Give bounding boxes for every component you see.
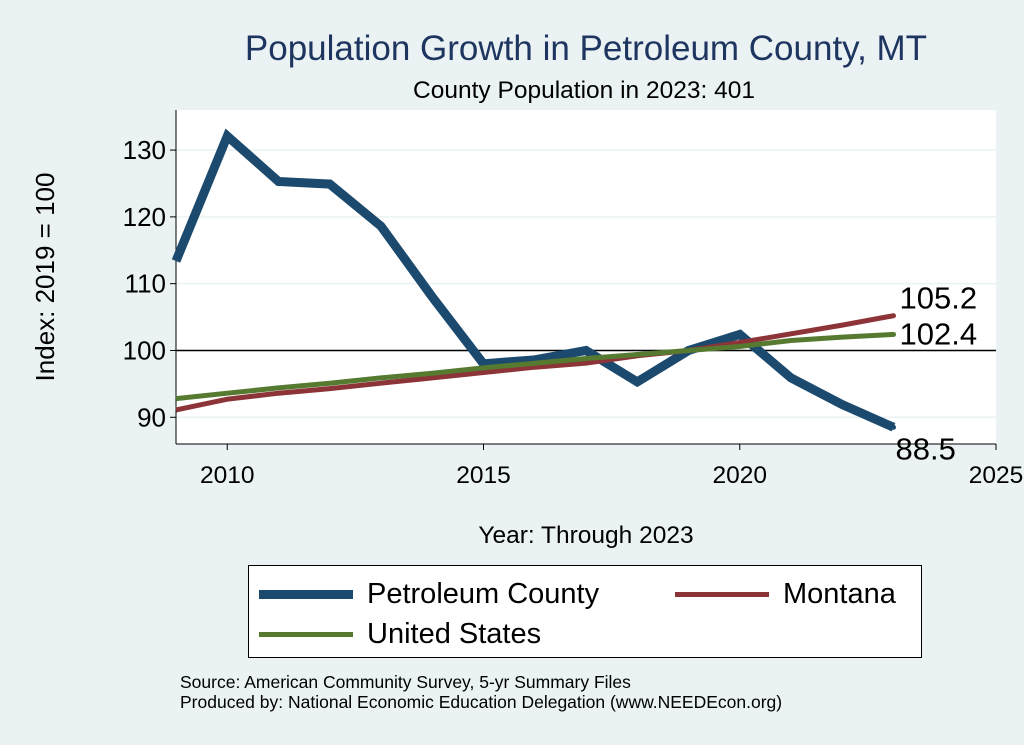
x-tick-label-2010: 2010 [200,462,255,489]
plot-area [176,110,996,444]
legend-label-montana: Montana [783,578,896,610]
y-tick-label-120: 120 [123,202,166,232]
end-label-montana: 105.2 [900,281,978,316]
legend-item-united-states: United States [259,618,541,651]
series-line-montana [175,313,894,413]
series-layer [171,128,896,432]
end-label-petroleum-county: 88.5 [896,431,956,466]
chart-title: Population Growth in Petroleum County, M… [245,29,927,68]
chart-subtitle: County Population in 2023: 401 [413,77,755,104]
y-tick-label-110: 110 [125,269,166,299]
legend-label-united-states: United States [367,618,542,650]
footer: Source: American Community Survey, 5-yr … [180,672,782,712]
end-point-petroleum-county [891,424,896,430]
end-point-united-states [891,331,896,337]
y-tick-label-130: 130 [123,135,166,165]
end-label-united-states: 102.4 [900,316,978,351]
axes: 90 100 110 120 130 2010 2015 2020 2025 [123,110,1024,489]
legend-swatch-montana [675,592,769,597]
end-point-montana [891,313,896,319]
legend: Petroleum County Montana United States [248,565,922,658]
legend-item-petroleum-county: Petroleum County [259,578,599,611]
legend-item-montana: Montana [675,578,896,611]
x-tick-label-2020: 2020 [712,462,767,489]
legend-label-petroleum-county: Petroleum County [367,578,600,610]
x-tick-label-2025: 2025 [969,462,1024,489]
legend-swatch-petroleum-county [259,590,353,599]
y-axis-label: Index: 2019 = 100 [30,173,60,382]
legend-swatch-united-states [259,632,353,637]
source-note: Source: American Community Survey, 5-yr … [180,672,631,692]
y-tick-label-100: 100 [123,335,166,365]
y-tick-label-90: 90 [137,402,166,432]
x-tick-label-2015: 2015 [456,462,511,489]
producer-note: Produced by: National Economic Education… [180,692,783,712]
x-axis-label: Year: Through 2023 [478,522,693,549]
series-line-united-states [175,331,894,402]
series-line-petroleum-county [171,128,896,432]
